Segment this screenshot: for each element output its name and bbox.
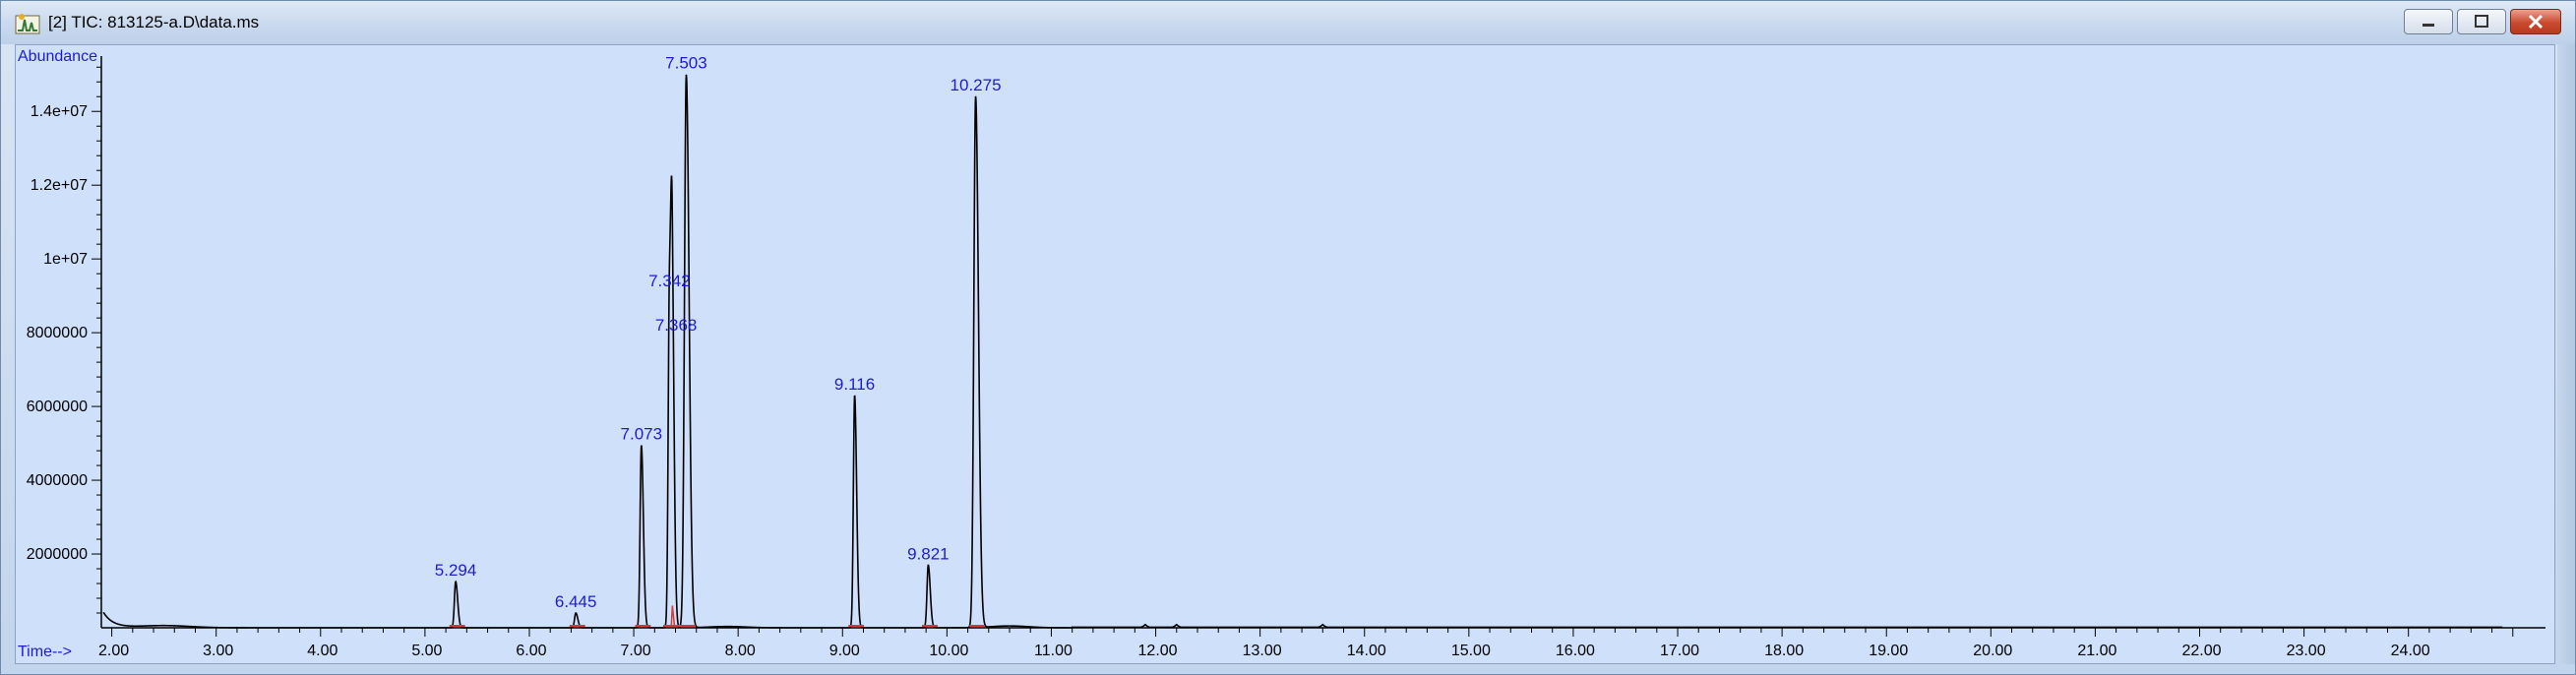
peak-label: 7.073 — [621, 424, 663, 443]
peak-label: 7.503 — [665, 54, 707, 73]
x-tick-label: 8.00 — [725, 643, 756, 659]
x-tick-label: 22.00 — [2181, 643, 2221, 659]
x-tick-label: 23.00 — [2287, 643, 2326, 659]
x-tick-label: 16.00 — [1556, 643, 1595, 659]
close-icon — [2528, 14, 2544, 30]
integration-baselines — [449, 605, 986, 627]
tic-trace — [102, 74, 2503, 629]
peak-label: 7.368 — [655, 316, 698, 335]
peak-label: 9.821 — [907, 544, 950, 563]
title-bar[interactable]: [2] TIC: 813125-a.D\data.ms — [1, 1, 2575, 44]
x-tick-label: 19.00 — [1869, 643, 1908, 659]
peak-label: 7.342 — [648, 272, 691, 290]
y-tick-label: 1.4e+07 — [31, 103, 88, 120]
y-axis-label: Abundance — [18, 48, 97, 65]
x-tick-label: 2.00 — [98, 643, 129, 659]
peak-label: 10.275 — [951, 76, 1002, 94]
chromatogram-chart[interactable]: 2000000 4000000 6000000 8000000 1e+07 1.2e+07… — [15, 44, 2555, 664]
x-tick-label: 5.00 — [411, 643, 442, 659]
peak-label: 5.294 — [435, 561, 477, 580]
maximize-icon — [2475, 15, 2488, 28]
x-tick-label: 4.00 — [307, 643, 337, 659]
minimize-icon — [2423, 24, 2434, 27]
x-tick-label: 13.00 — [1243, 643, 1282, 659]
y-tick-label: 4000000 — [27, 472, 88, 489]
y-tick-label: 8000000 — [27, 325, 88, 341]
x-tick-label: 12.00 — [1138, 643, 1178, 659]
maximize-button[interactable] — [2457, 9, 2506, 34]
peak-labels: 5.294 6.445 7.073 7.342 7.368 7.503 9.116 9.821… — [435, 54, 1002, 611]
plot-area-frame — [15, 44, 2555, 664]
x-tick-label: 10.00 — [929, 643, 968, 659]
peak-label: 9.116 — [834, 375, 875, 394]
chromatogram-app-icon — [15, 14, 40, 34]
window-right-edge — [2557, 44, 2575, 664]
y-axis: 2000000 4000000 6000000 8000000 1e+07 1.2e+07… — [27, 56, 102, 628]
x-tick-label: 9.00 — [829, 643, 860, 659]
x-axis-label: Time--> — [18, 644, 72, 660]
x-tick-label: 7.00 — [621, 643, 651, 659]
x-tick-label: 15.00 — [1451, 643, 1491, 659]
y-tick-label: 2000000 — [27, 546, 88, 563]
x-tick-label: 20.00 — [1973, 643, 2012, 659]
y-tick-label: 1e+07 — [43, 251, 88, 268]
x-tick-label: 21.00 — [2077, 643, 2116, 659]
peak-label: 6.445 — [555, 592, 597, 611]
x-tick-label: 18.00 — [1764, 643, 1804, 659]
x-tick-label: 17.00 — [1660, 643, 1699, 659]
x-tick-label: 14.00 — [1347, 643, 1386, 659]
window-title: [2] TIC: 813125-a.D\data.ms — [48, 13, 260, 31]
close-button[interactable] — [2510, 9, 2561, 34]
x-tick-label: 6.00 — [516, 643, 546, 659]
peak-split-mark — [670, 605, 676, 627]
x-tick-label: 24.00 — [2391, 643, 2430, 659]
x-tick-label: 11.00 — [1034, 643, 1073, 659]
y-tick-label: 6000000 — [27, 399, 88, 415]
x-axis: 2.00 3.00 4.00 5.00 6.00 7.00 8.00 9.00 10.00 11.… — [98, 627, 2545, 659]
minimize-button[interactable] — [2404, 9, 2453, 34]
x-tick-label: 3.00 — [203, 643, 233, 659]
y-tick-label: 1.2e+07 — [31, 177, 88, 194]
